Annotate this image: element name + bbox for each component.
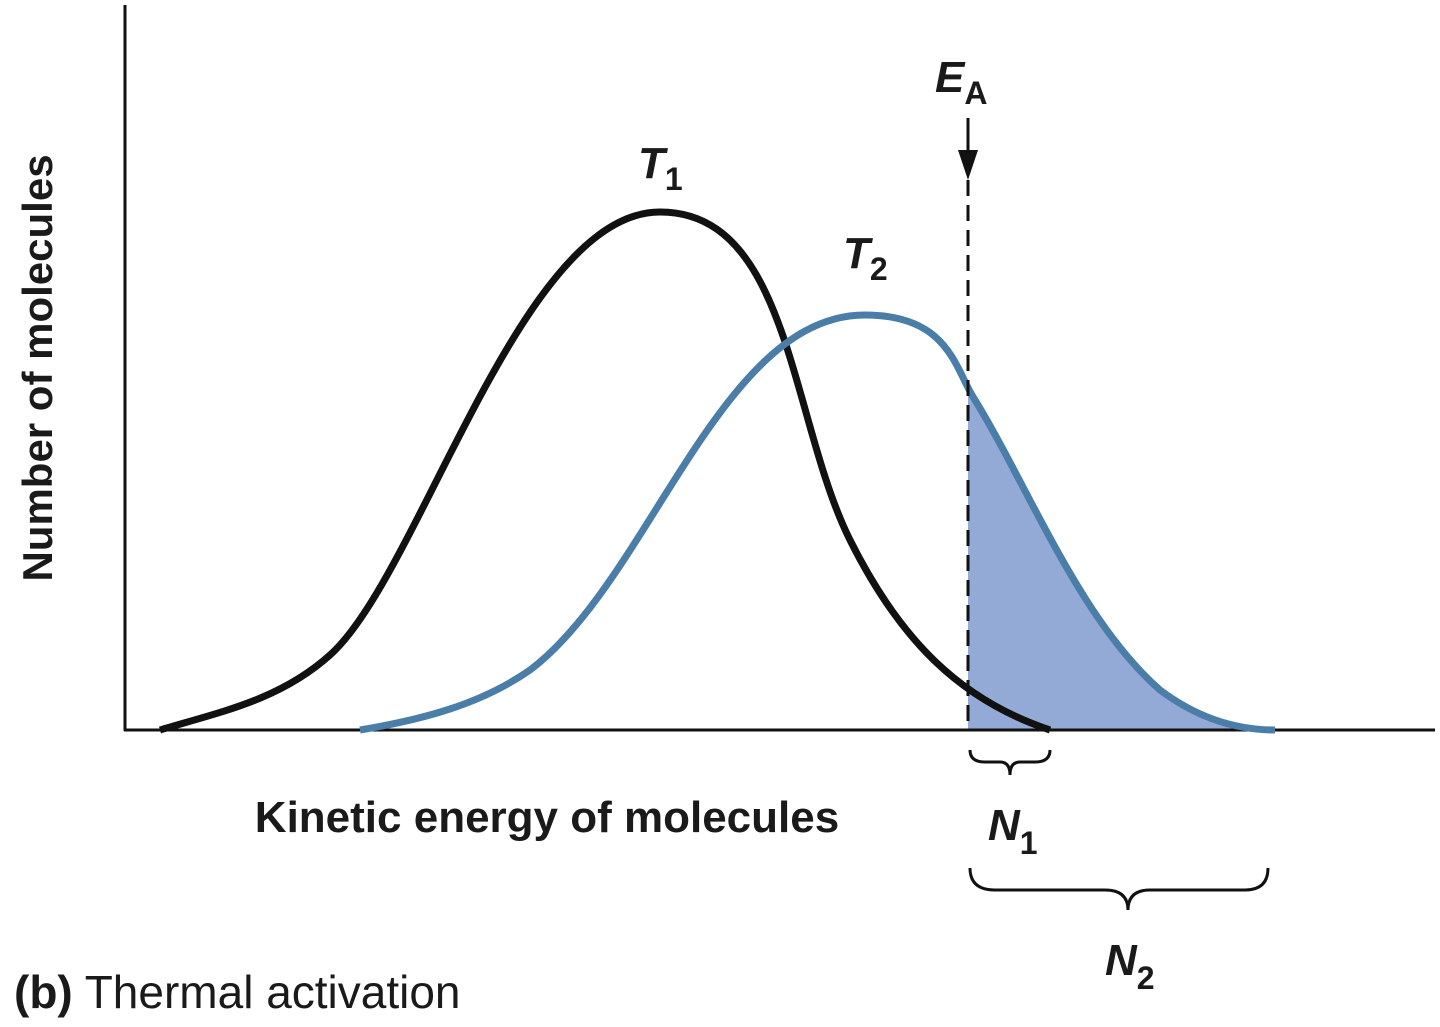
bracket-label-n2: N2 <box>1105 936 1155 996</box>
label-sub: 1 <box>1020 825 1038 861</box>
label-main: N <box>988 801 1021 850</box>
curve-label-t2: T2 <box>843 229 888 287</box>
caption: (b) Thermal activation <box>14 966 461 1018</box>
x-axis-label: Kinetic energy of molecules <box>255 793 839 842</box>
label-main: N <box>1105 936 1138 985</box>
curve-label-t1: T1 <box>638 139 683 197</box>
label-sub: 2 <box>1137 960 1155 996</box>
bracket-n1 <box>968 749 1052 776</box>
curve-t1 <box>158 208 1052 734</box>
threshold-label: EA <box>935 53 987 111</box>
curve-t2 <box>359 311 1276 734</box>
bracket-n2 <box>968 867 1270 911</box>
label-sub: A <box>964 75 987 111</box>
bracket-label-n1: N1 <box>988 801 1038 861</box>
arrow-head <box>958 150 978 180</box>
label-main: T <box>843 229 873 278</box>
label-sub: 1 <box>665 161 683 197</box>
label-main: T <box>638 139 668 188</box>
shaded-area <box>968 387 1275 730</box>
caption-text: Thermal activation <box>85 966 461 1018</box>
label-main: E <box>935 53 966 102</box>
y-axis-label: Number of molecules <box>14 154 61 581</box>
caption-part: (b) <box>14 966 73 1018</box>
label-sub: 2 <box>870 251 888 287</box>
